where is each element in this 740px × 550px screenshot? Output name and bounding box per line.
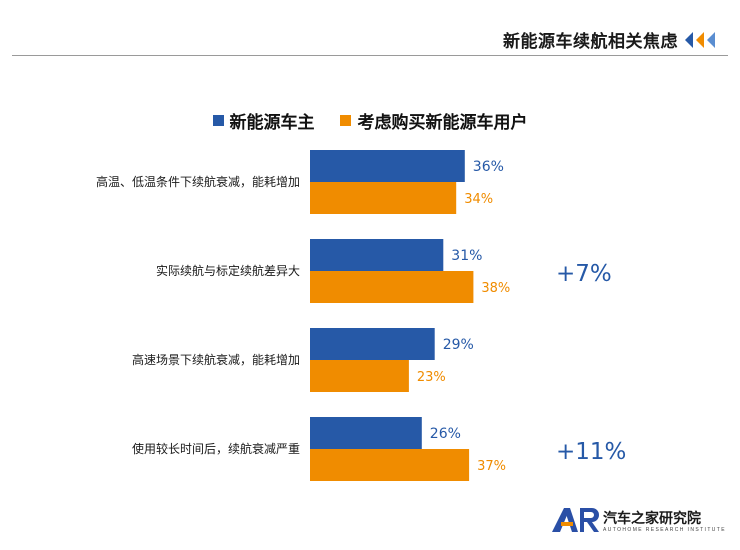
- header-divider: [12, 55, 728, 56]
- bar-prospective-0: [310, 182, 457, 214]
- data-label-prospective-0: 34%: [464, 192, 493, 207]
- delta-annotation-1: +11%: [556, 439, 626, 465]
- category-label-1: 实际续航与标定续航差异大: [156, 263, 300, 278]
- data-label-owner-1: 31%: [451, 248, 482, 264]
- legend-swatch-prospective: [340, 115, 352, 126]
- data-label-owner-2: 29%: [443, 337, 474, 353]
- autohome-logo-mark: [552, 508, 599, 532]
- triple-chevron-left-icon: [685, 32, 715, 48]
- category-label-0: 高温、低温条件下续航衰减，能耗增加: [96, 174, 300, 189]
- bar-owner-0: [310, 150, 465, 182]
- delta-annotation-0: +7%: [556, 261, 612, 287]
- data-label-owner-3: 26%: [430, 426, 461, 442]
- logo-subtitle: AUTOHOME RESEARCH INSTITUTE: [603, 527, 726, 533]
- data-label-prospective-3: 37%: [477, 459, 506, 474]
- bar-owner-2: [310, 328, 435, 360]
- data-label-prospective-2: 23%: [417, 370, 446, 385]
- legend-label-prospective: 考虑购买新能源车用户: [357, 113, 528, 133]
- bar-prospective-1: [310, 271, 474, 303]
- bar-prospective-3: [310, 449, 470, 481]
- bar-owner-1: [310, 239, 444, 271]
- category-label-2: 高速场景下续航衰减，能耗增加: [132, 352, 300, 367]
- page-title: 新能源车续航相关焦虑: [503, 32, 678, 52]
- bar-prospective-2: [310, 360, 409, 392]
- chart-legend: 新能源车主 考虑购买新能源车用户: [0, 108, 740, 133]
- bar-owner-3: [310, 417, 422, 449]
- legend-item-owner: 新能源车主: [212, 108, 315, 133]
- data-label-owner-0: 36%: [473, 159, 504, 175]
- logo-name: 汽车之家研究院: [603, 511, 701, 527]
- legend-item-prospective: 考虑购买新能源车用户: [340, 108, 527, 133]
- category-label-3: 使用较长时间后，续航衰减严重: [132, 441, 300, 456]
- legend-swatch-owner: [212, 115, 224, 126]
- data-label-prospective-1: 38%: [481, 281, 510, 296]
- legend-label-owner: 新能源车主: [229, 113, 315, 133]
